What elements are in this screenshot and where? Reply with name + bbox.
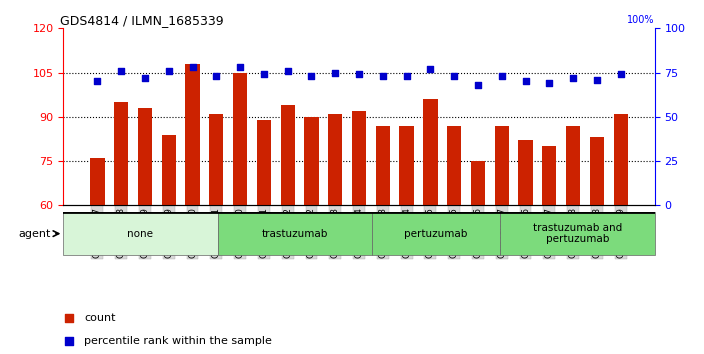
Bar	[471, 161, 485, 205]
Text: trastuzumab: trastuzumab	[262, 229, 328, 239]
Bar	[218, 212, 372, 255]
Point	[591, 77, 603, 82]
Point	[377, 73, 389, 79]
Bar	[280, 105, 295, 205]
Text: percentile rank within the sample: percentile rank within the sample	[84, 336, 272, 346]
Bar	[566, 126, 580, 205]
Bar	[501, 212, 655, 255]
Point	[187, 64, 198, 70]
Bar	[162, 135, 176, 205]
Point	[282, 68, 294, 74]
Bar	[114, 102, 128, 205]
Bar	[372, 212, 501, 255]
Point	[92, 79, 103, 84]
Text: none: none	[127, 229, 153, 239]
Bar	[209, 114, 223, 205]
Point	[258, 72, 270, 77]
Bar	[352, 111, 366, 205]
Bar	[138, 108, 152, 205]
Bar	[233, 73, 247, 205]
Point	[115, 68, 127, 74]
Bar	[63, 212, 218, 255]
Bar	[447, 126, 461, 205]
Text: trastuzumab and
pertuzumab: trastuzumab and pertuzumab	[533, 223, 622, 245]
Point	[306, 73, 317, 79]
Point	[472, 82, 484, 88]
Bar	[304, 117, 319, 205]
Point	[448, 73, 460, 79]
Point	[329, 70, 341, 75]
Text: 100%: 100%	[627, 15, 655, 25]
Bar	[185, 64, 200, 205]
Bar	[518, 141, 533, 205]
Point	[210, 73, 222, 79]
Point	[353, 72, 365, 77]
Bar	[328, 114, 342, 205]
Point	[615, 72, 627, 77]
Point	[520, 79, 532, 84]
Point	[163, 68, 175, 74]
Bar	[542, 146, 556, 205]
Bar	[590, 137, 604, 205]
Point	[543, 80, 555, 86]
Text: agent: agent	[18, 229, 51, 239]
Bar	[495, 126, 509, 205]
Bar	[614, 114, 628, 205]
Point	[407, 30, 418, 36]
Text: GDS4814 / ILMN_1685339: GDS4814 / ILMN_1685339	[61, 14, 224, 27]
Point	[567, 75, 579, 81]
Point	[496, 73, 508, 79]
Bar	[376, 126, 390, 205]
Bar	[257, 120, 271, 205]
Point	[234, 64, 246, 70]
Text: count: count	[84, 313, 115, 323]
Point	[139, 75, 151, 81]
Bar	[423, 99, 438, 205]
Point	[401, 73, 413, 79]
Bar	[399, 126, 414, 205]
Bar	[90, 158, 104, 205]
Point	[425, 66, 436, 72]
Text: pertuzumab: pertuzumab	[405, 229, 468, 239]
Point	[407, 233, 418, 238]
